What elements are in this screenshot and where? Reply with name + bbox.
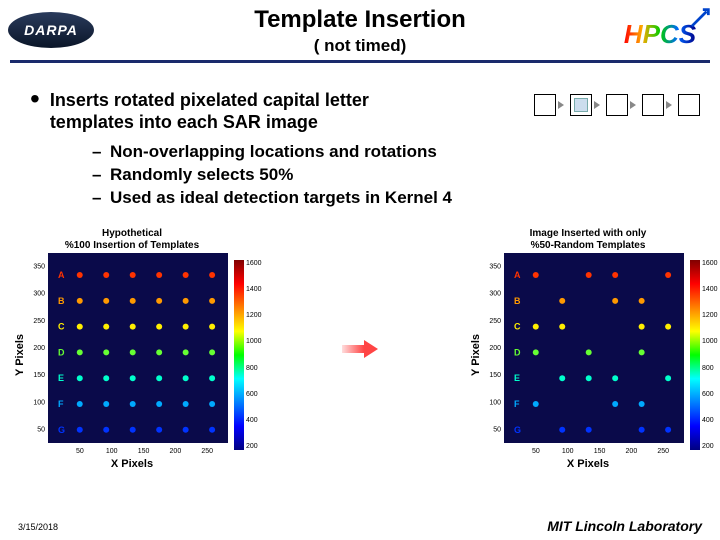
svg-text:100: 100 (562, 448, 574, 455)
chart-left: Hypothetical%100 Insertion of Templates … (14, 228, 250, 470)
plot-left: 350 300 250 200 150 100 50 50 100 150 200 250 A B C D E F… (28, 253, 232, 457)
svg-text:B: B (514, 296, 521, 306)
xlabel-right: X Pixels (567, 458, 609, 470)
svg-text:250: 250 (657, 448, 669, 455)
svg-text:200: 200 (33, 345, 45, 352)
svg-text:150: 150 (33, 372, 45, 379)
svg-text:B: B (58, 296, 65, 306)
pipeline-box (570, 94, 592, 116)
colorbar-left: 1600140012001000800600400200 (234, 260, 250, 450)
svg-text:50: 50 (532, 448, 540, 455)
svg-text:D: D (514, 347, 521, 357)
chart-right: Image Inserted with only%50-Random Templ… (470, 228, 706, 470)
charts-row: Hypothetical%100 Insertion of Templates … (14, 228, 706, 470)
svg-text:200: 200 (170, 448, 182, 455)
svg-text:50: 50 (37, 426, 45, 433)
hpcs-text: HPCS (624, 19, 696, 50)
pipeline-box (678, 94, 700, 116)
pipeline-diagram (534, 94, 700, 116)
svg-text:300: 300 (489, 291, 501, 298)
svg-text:200: 200 (626, 448, 638, 455)
header-rule (10, 60, 710, 63)
colorbar-right: 1600140012001000800600400200 (690, 260, 706, 450)
svg-text:250: 250 (489, 318, 501, 325)
svg-text:250: 250 (33, 318, 45, 325)
colorbar-gradient (690, 260, 700, 450)
svg-text:300: 300 (33, 291, 45, 298)
colorbar-gradient (234, 260, 244, 450)
svg-text:350: 350 (33, 264, 45, 271)
sub-bullet: –Used as ideal detection targets in Kern… (92, 187, 690, 210)
bullet-dot: • (30, 90, 40, 108)
svg-text:A: A (514, 270, 521, 280)
svg-text:100: 100 (106, 448, 118, 455)
svg-text:50: 50 (76, 448, 84, 455)
chart-left-title: Hypothetical%100 Insertion of Templates (65, 228, 199, 251)
svg-text:F: F (514, 399, 520, 409)
svg-text:250: 250 (201, 448, 213, 455)
hpcs-logo: HPCS (610, 8, 710, 60)
svg-text:A: A (58, 270, 65, 280)
svg-text:200: 200 (489, 345, 501, 352)
pipeline-arrow-icon (666, 101, 672, 109)
pipeline-arrow-icon (558, 101, 564, 109)
colorbar-ticks: 1600140012001000800600400200 (702, 260, 718, 450)
footer-lab: MIT Lincoln Laboratory (547, 518, 702, 534)
bullet-main: Inserts rotated pixelated capital letter… (50, 90, 450, 133)
ylabel-left: Y Pixels (14, 334, 26, 376)
pipeline-box (606, 94, 628, 116)
sub-bullet: –Non-overlapping locations and rotations (92, 141, 690, 164)
pipeline-arrow-icon (630, 101, 636, 109)
colorbar-ticks: 1600140012001000800600400200 (246, 260, 262, 450)
big-arrow-icon (342, 336, 378, 362)
plot-right: 350 300 250 200 150 100 50 50 100 150 200 250 A B C D E F… (484, 253, 688, 457)
footer-date: 3/15/2018 (18, 522, 58, 532)
svg-text:50: 50 (493, 426, 501, 433)
hpcs-arrow-icon (690, 6, 712, 28)
svg-text:G: G (58, 425, 65, 435)
svg-text:E: E (58, 373, 64, 383)
svg-text:100: 100 (489, 399, 501, 406)
svg-text:E: E (514, 373, 520, 383)
chart-right-title: Image Inserted with only%50-Random Templ… (530, 228, 647, 251)
svg-text:D: D (58, 347, 65, 357)
svg-text:350: 350 (489, 264, 501, 271)
pipeline-arrow-icon (594, 101, 600, 109)
sub-bullet: –Randomly selects 50% (92, 164, 690, 187)
pipeline-box (642, 94, 664, 116)
pipeline-box (534, 94, 556, 116)
sub-bullet-list: –Non-overlapping locations and rotations… (92, 141, 690, 210)
darpa-logo: DARPA (8, 12, 94, 48)
ylabel-right: Y Pixels (470, 334, 482, 376)
svg-text:150: 150 (489, 372, 501, 379)
svg-text:G: G (514, 425, 521, 435)
svg-text:150: 150 (138, 448, 150, 455)
svg-text:C: C (58, 322, 65, 332)
svg-text:100: 100 (33, 399, 45, 406)
xlabel-left: X Pixels (111, 458, 153, 470)
svg-text:150: 150 (594, 448, 606, 455)
svg-text:F: F (58, 399, 64, 409)
svg-text:C: C (514, 322, 521, 332)
